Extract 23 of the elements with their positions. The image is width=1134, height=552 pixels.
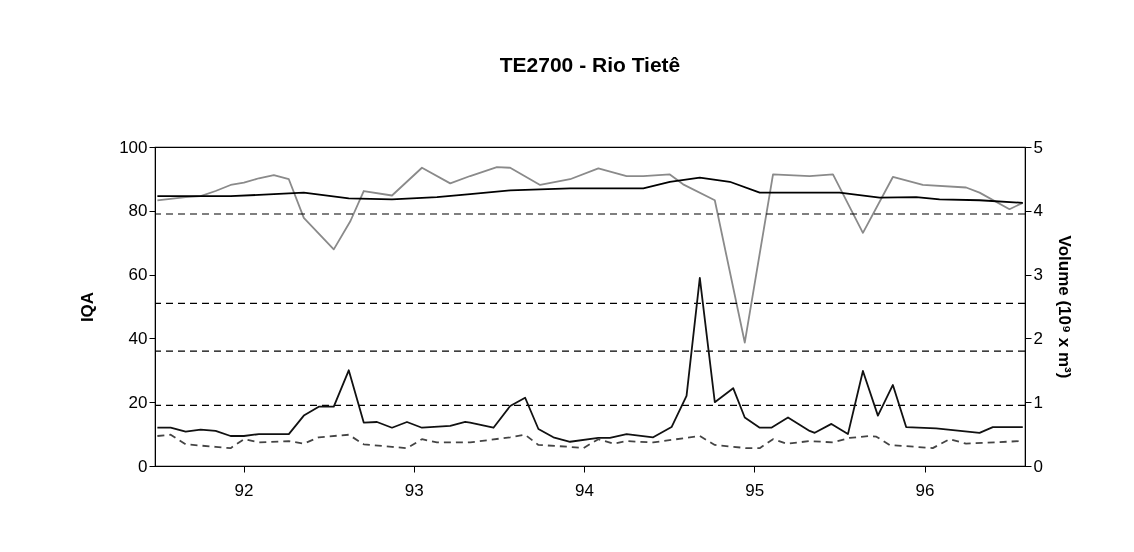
y-tick-label: 60 [128, 265, 148, 285]
line-series [156, 433, 1021, 450]
y2-axis-title: Volume (10⁹ x m³) [1054, 235, 1074, 379]
x-tick-label: 92 [234, 480, 254, 500]
chart-title: TE2700 - Rio Tietê [499, 53, 681, 76]
y-tick-label: 20 [128, 392, 148, 412]
y-tick-label: 40 [128, 328, 148, 348]
y2-tick-label: 1 [1033, 392, 1043, 412]
x-tick-label: 95 [745, 480, 765, 500]
line-series [156, 276, 1024, 443]
line-series [156, 166, 1024, 344]
y-tick-label: 100 [119, 137, 148, 157]
y2-tick-label: 5 [1033, 137, 1043, 157]
x-tick-label: 93 [404, 480, 424, 500]
y-tick-label: 0 [138, 456, 148, 476]
x-tick-label: 94 [575, 480, 594, 500]
y-axis-title: IQA [78, 291, 98, 323]
y2-tick-label: 4 [1033, 201, 1043, 221]
y2-tick-label: 2 [1033, 328, 1043, 348]
x-tick-label: 96 [915, 480, 935, 500]
y2-tick-label: 3 [1033, 265, 1043, 285]
y-tick-label: 80 [128, 201, 148, 221]
y2-tick-label: 0 [1033, 456, 1043, 476]
